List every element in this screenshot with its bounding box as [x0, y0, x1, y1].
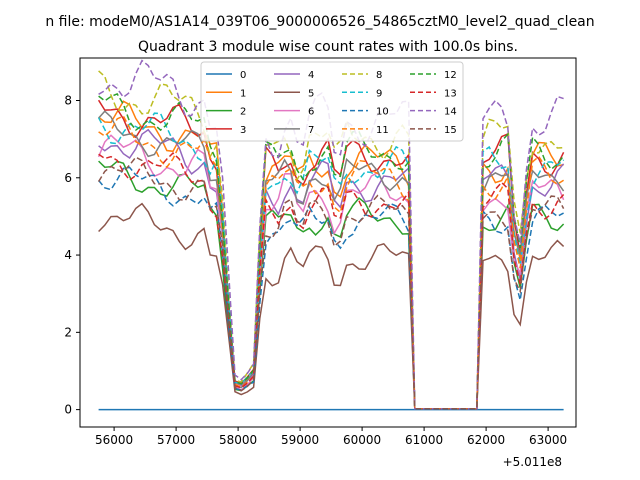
legend-label: 7	[308, 125, 314, 136]
series-line-12	[98, 92, 565, 410]
legend-label: 15	[444, 125, 457, 136]
y-tick-label: 0	[64, 403, 72, 417]
plot-lines	[97, 59, 565, 411]
legend-label: 3	[240, 125, 246, 136]
legend-label: 9	[376, 88, 382, 99]
y-tick-label: 6	[64, 171, 72, 185]
series-line-1	[98, 100, 564, 410]
legend-label: 10	[376, 107, 389, 118]
series-line-6	[97, 134, 565, 410]
y-tick-label: 8	[64, 94, 72, 108]
series-line-13	[98, 152, 565, 410]
legend-label: 4	[308, 70, 314, 81]
x-tick-label: 63000	[529, 433, 567, 447]
chart-title: Quadrant 3 module wise count rates with …	[138, 39, 518, 55]
y-tick-label: 4	[64, 248, 72, 262]
chart-suptitle: n file: modeM0/AS1A14_039T06_9000006526_…	[45, 14, 594, 30]
x-tick-label: 56000	[95, 433, 133, 447]
x-tick-label: 62000	[467, 433, 505, 447]
series-line-11	[98, 115, 564, 410]
series-line-2	[98, 160, 565, 410]
axes-frame	[79, 57, 577, 428]
x-tick-label: 60000	[343, 433, 381, 447]
legend-box	[200, 61, 464, 142]
legend-label: 5	[308, 88, 314, 99]
legend-label: 6	[308, 107, 314, 118]
legend-label: 0	[240, 70, 246, 81]
series-line-5	[98, 202, 565, 410]
legend-label: 2	[240, 107, 246, 118]
series-line-10	[98, 166, 564, 410]
y-tick-label: 2	[64, 325, 72, 339]
axes: 56000 57000 58000 59000 60000 61000 62000 63000…	[64, 57, 577, 447]
series-line-8	[98, 70, 564, 410]
x-offset-label: +5.011e8	[503, 455, 562, 469]
legend-label: 13	[444, 88, 457, 99]
x-tick-label: 59000	[281, 433, 319, 447]
x-tick-label: 57000	[157, 433, 195, 447]
legend-label: 8	[376, 70, 382, 81]
legend-label: 1	[240, 88, 246, 99]
series-line-9	[97, 112, 565, 410]
series-line-15	[97, 156, 565, 410]
legend-label: 11	[376, 125, 389, 136]
series-line-14	[98, 59, 564, 410]
legend-label: 14	[444, 107, 457, 118]
x-tick-label: 61000	[405, 433, 443, 447]
x-tick-label: 58000	[219, 433, 257, 447]
series-line-3	[97, 99, 565, 410]
legend-label: 12	[444, 70, 457, 81]
